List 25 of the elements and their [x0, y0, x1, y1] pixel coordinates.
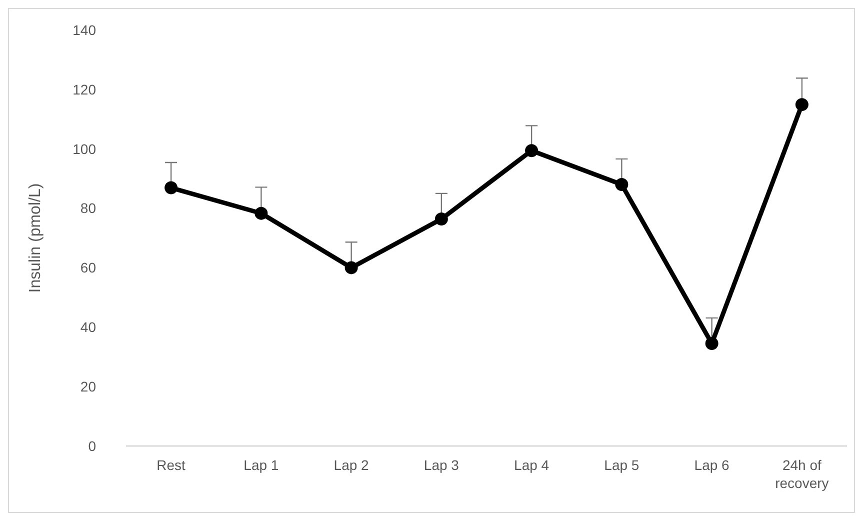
point	[615, 178, 628, 192]
y-tick-label: 0	[88, 438, 96, 454]
point	[525, 144, 538, 158]
y-tick-label: 60	[80, 260, 96, 276]
x-tick-label: Rest	[156, 457, 186, 473]
x-tick-label: Lap 6	[694, 457, 730, 473]
x-tick-label: Lap 4	[514, 457, 550, 473]
x-tick-label: Lap 1	[244, 457, 279, 473]
x-tick-label: 24h of recovery	[775, 457, 829, 491]
x-tick-label: Lap 3	[424, 457, 460, 473]
y-tick-label: 120	[72, 81, 96, 98]
y-tick-label: 140	[72, 22, 96, 38]
point	[795, 98, 808, 112]
y-tick-label: 20	[80, 378, 96, 394]
y-axis-title: Insulin (pmol/L)	[27, 183, 44, 293]
x-tick-label: Lap 2	[334, 457, 370, 473]
x-tick-label: Lap 5	[604, 457, 640, 473]
point	[254, 206, 268, 220]
point	[434, 212, 448, 226]
point	[164, 181, 178, 194]
point	[344, 261, 358, 274]
y-tick-label: 40	[80, 319, 96, 336]
y-tick-label: 100	[72, 140, 96, 157]
point	[705, 336, 718, 350]
y-tick-label: 80	[80, 200, 96, 216]
